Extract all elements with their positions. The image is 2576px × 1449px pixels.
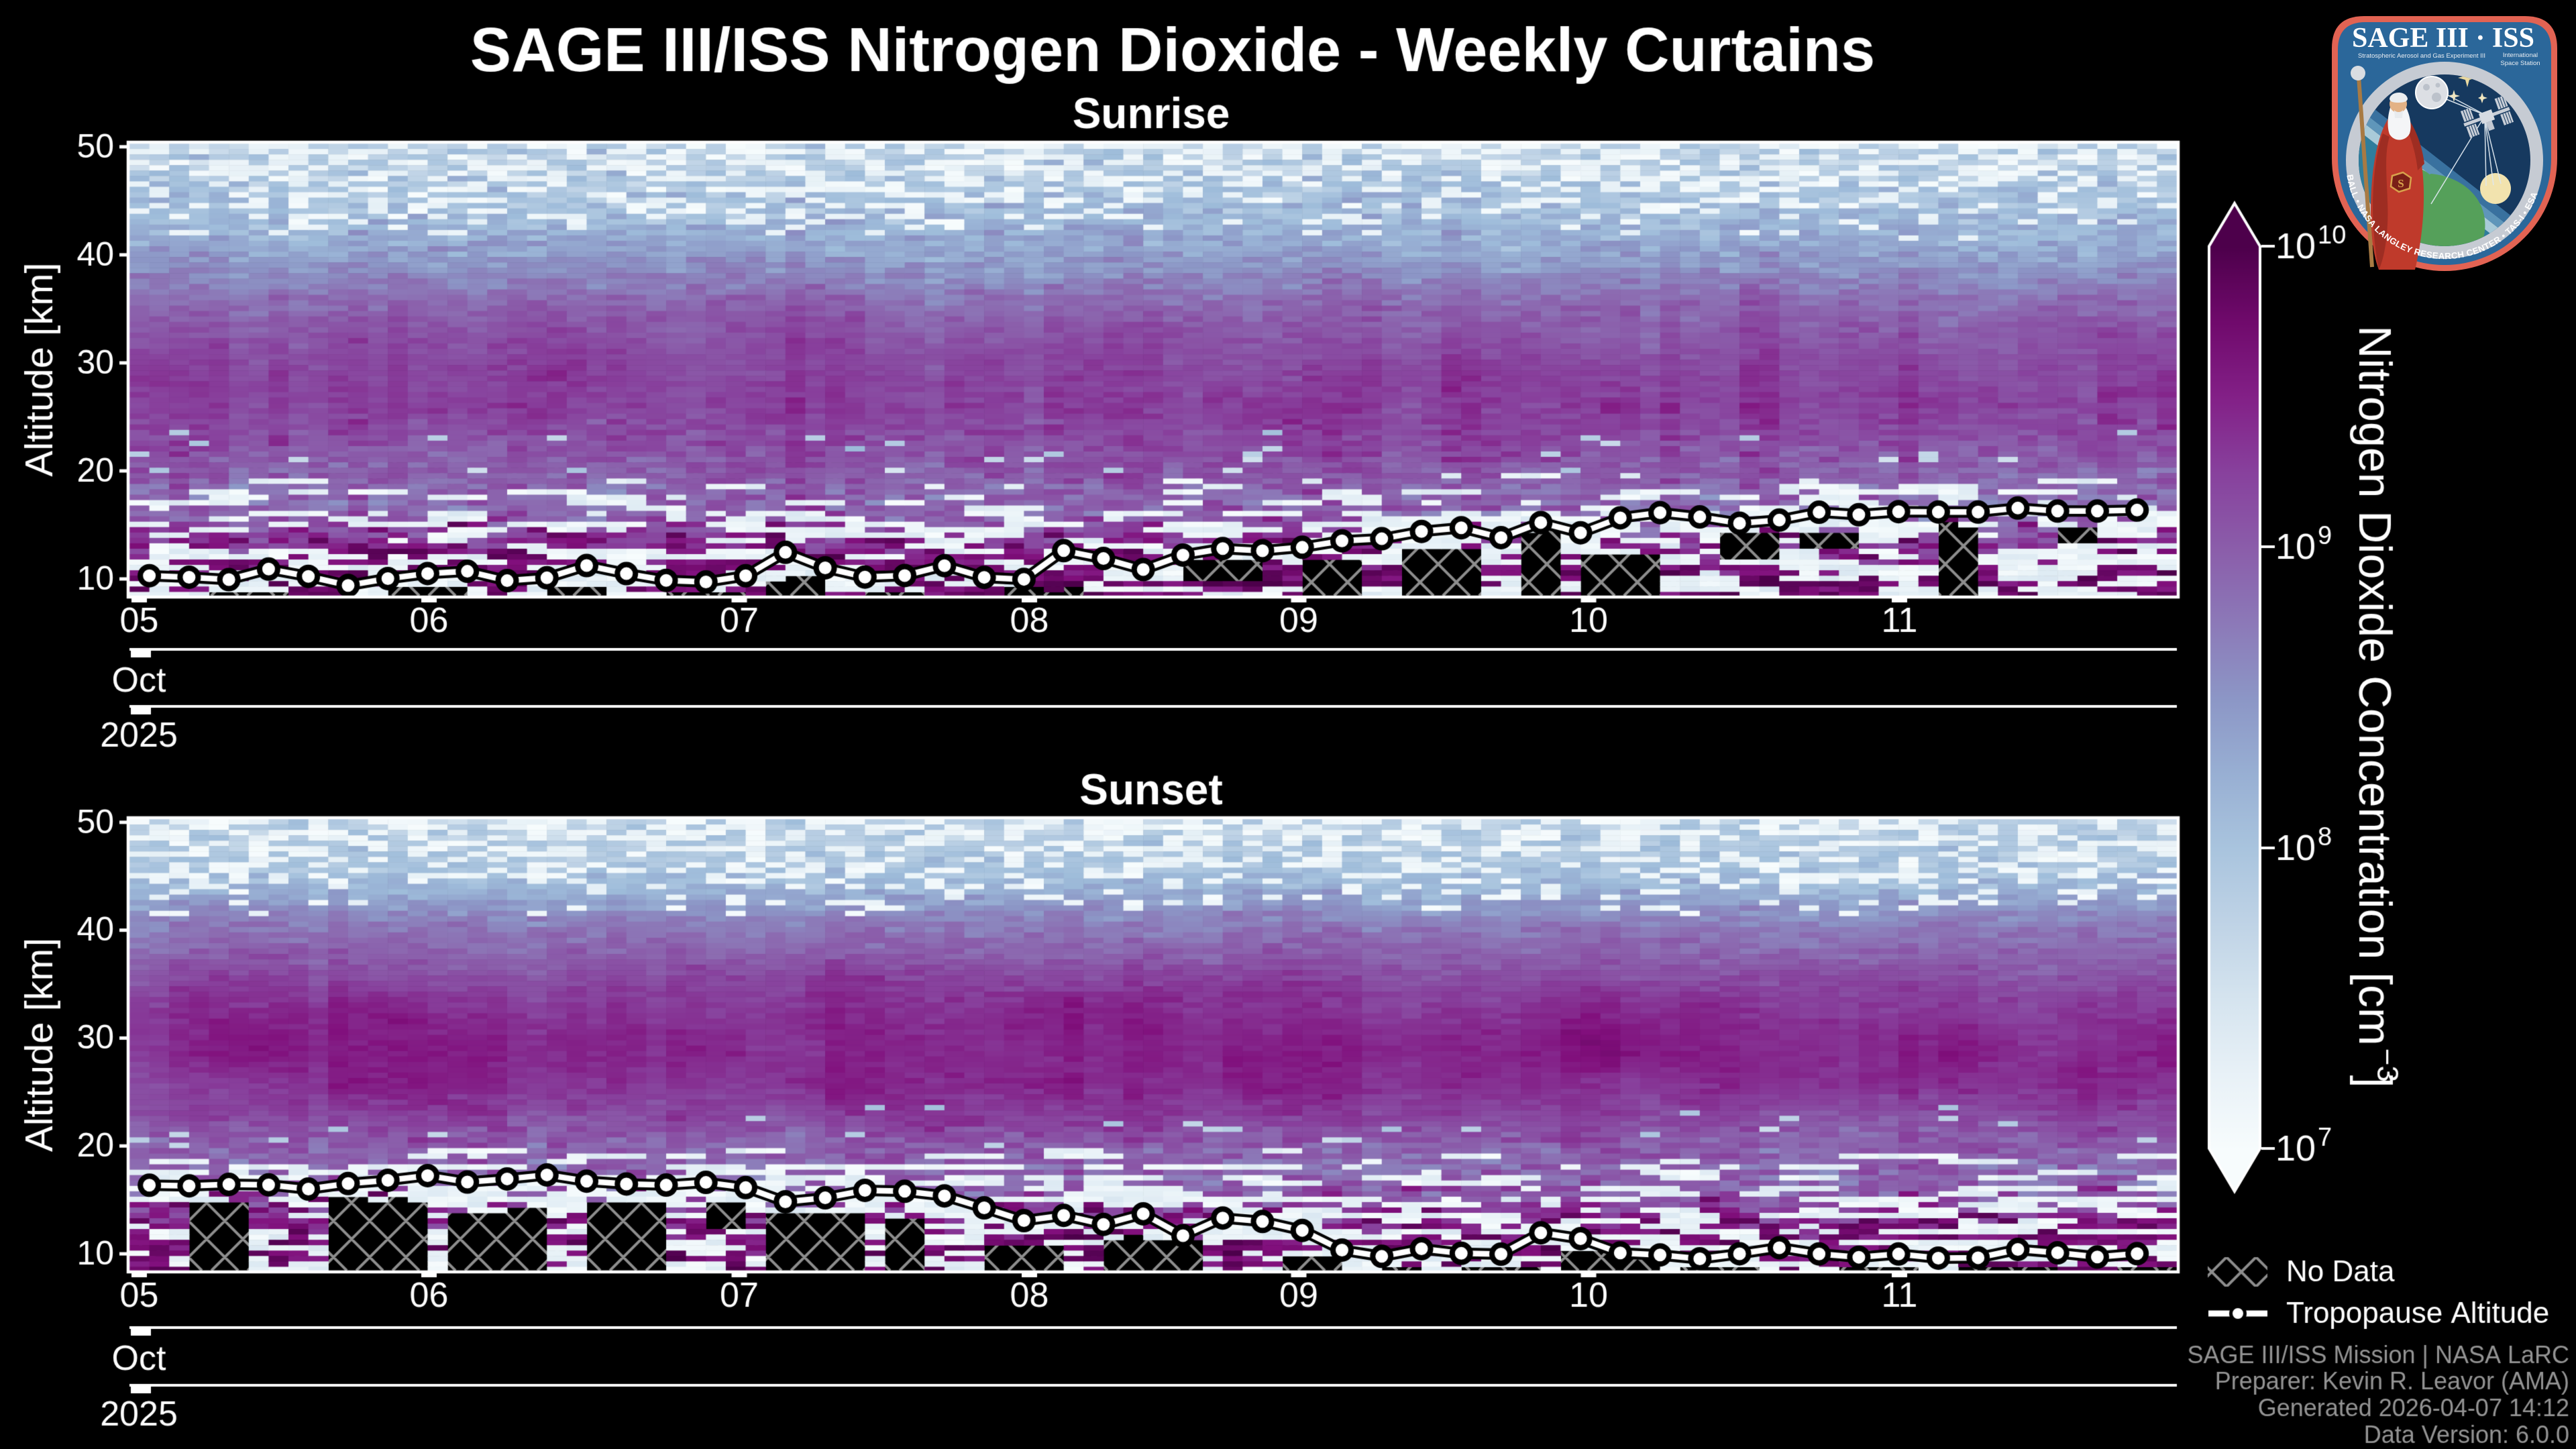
svg-text:Space Station: Space Station [2500, 60, 2540, 67]
svg-text:International: International [2503, 52, 2538, 59]
svg-text:SAGE III · ISS: SAGE III · ISS [2352, 23, 2534, 54]
svg-text:S: S [2398, 177, 2404, 190]
svg-text:Stratospheric Aerosol and Gas: Stratospheric Aerosol and Gas Experiment… [2358, 52, 2485, 60]
